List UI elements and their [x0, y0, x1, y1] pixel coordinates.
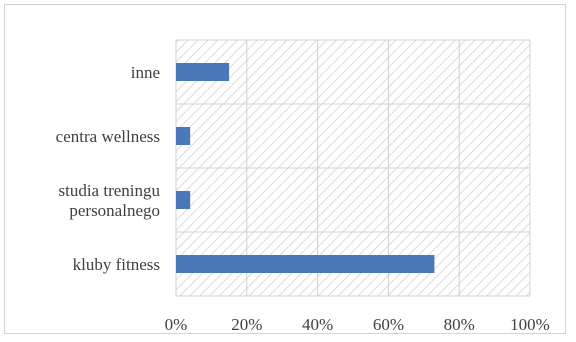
x-tick-label: 100%: [510, 315, 550, 334]
x-tick-label: 20%: [231, 315, 262, 334]
bar-centra-wellness: [176, 127, 191, 145]
category-label: kluby fitness: [73, 255, 160, 274]
category-label: studia treningu: [58, 181, 160, 200]
gridlines: [175, 39, 531, 297]
category-labels: kluby fitness studia treningupersonalnego…: [56, 63, 161, 274]
x-tick-label: 80%: [444, 315, 475, 334]
x-tick-label: 60%: [373, 315, 404, 334]
x-tick-label: 40%: [302, 315, 333, 334]
bar-studia-treningu-personalnego: [176, 191, 191, 209]
x-tick-label: 0%: [165, 315, 188, 334]
bar-inne: [176, 63, 230, 81]
category-label: personalnego: [69, 201, 160, 220]
x-axis-tick-labels: 0% 20% 40% 60% 80% 100%: [165, 315, 550, 334]
category-label: centra wellness: [56, 127, 160, 146]
category-label: inne: [131, 63, 160, 82]
bar-kluby-fitness: [176, 255, 435, 273]
bars: [176, 63, 435, 273]
